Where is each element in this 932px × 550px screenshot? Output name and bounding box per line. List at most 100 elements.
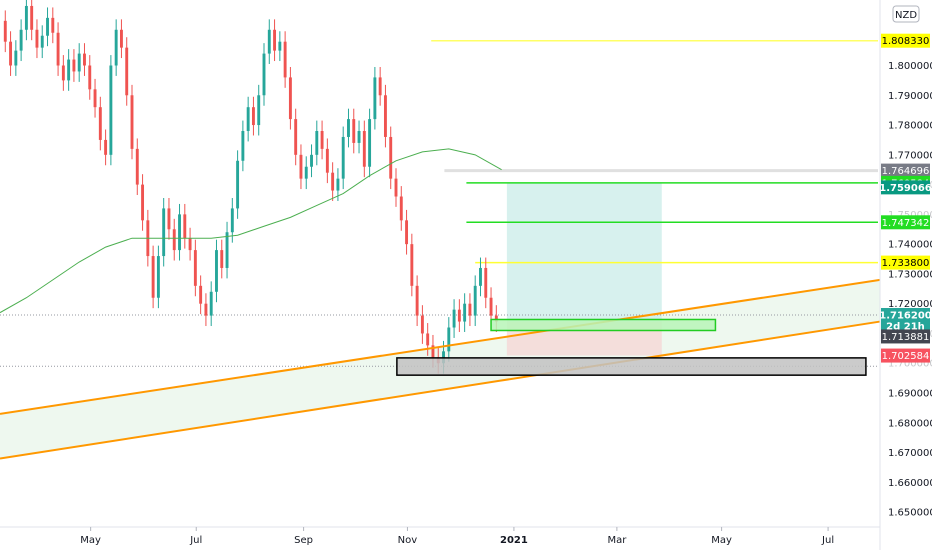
candle-body-10 bbox=[51, 17, 55, 33]
candle-body-8 bbox=[40, 35, 44, 48]
candle-body-4 bbox=[19, 29, 23, 51]
candle-body-41 bbox=[215, 250, 218, 292]
candle-body-77 bbox=[405, 220, 409, 245]
price-tag-1-bg bbox=[881, 308, 930, 323]
price-tag-3-text: 1.713881 bbox=[882, 332, 930, 343]
level-tag-0-bg bbox=[881, 33, 930, 48]
candle-body-33 bbox=[172, 229, 176, 251]
price-tag-1: 1.716200 bbox=[879, 308, 932, 323]
candle-body-44 bbox=[230, 208, 234, 233]
candle-body-51 bbox=[267, 29, 271, 54]
candle-body-48 bbox=[251, 107, 255, 126]
candle-body-87 bbox=[457, 309, 461, 322]
y-tick-label-2: 1.670000 bbox=[888, 448, 932, 459]
candle-body-72 bbox=[378, 77, 382, 96]
candle-body-81 bbox=[426, 333, 430, 346]
candle-body-80 bbox=[420, 315, 424, 334]
candle-body-52 bbox=[273, 29, 277, 51]
currency-label[interactable]: NZD bbox=[892, 5, 920, 23]
candle-body-85 bbox=[447, 327, 451, 352]
level-tag-0: 1.808330 bbox=[881, 33, 930, 48]
y-tick-label-15: 1.800000 bbox=[888, 61, 932, 72]
y-tick-label-8: 1.730000 bbox=[888, 269, 932, 280]
candle-body-61 bbox=[320, 131, 324, 149]
price-tag-2-text: 2d 21h bbox=[886, 322, 925, 333]
candle-body-34 bbox=[178, 214, 181, 251]
candle-body-9 bbox=[46, 17, 49, 36]
candle-body-22 bbox=[114, 29, 118, 66]
y-tick-label-7: 1.720000 bbox=[888, 299, 932, 310]
candle-body-35 bbox=[183, 214, 187, 239]
level-tag-1: 1.764696 bbox=[881, 163, 930, 178]
y-tick-label-14: 1.790000 bbox=[888, 91, 932, 102]
level-tag-4: 1.733800 bbox=[881, 255, 930, 270]
price-tag-3: 1.713881 bbox=[881, 329, 930, 344]
candle-body-43 bbox=[225, 232, 229, 268]
x-tick-label-3: Nov bbox=[398, 535, 418, 546]
candle-body-26 bbox=[135, 148, 139, 185]
candle-body-58 bbox=[304, 166, 308, 179]
candle-body-53 bbox=[278, 41, 282, 51]
candle-body-16 bbox=[83, 53, 86, 66]
candle-body-69 bbox=[362, 131, 366, 167]
candle-body-59 bbox=[310, 154, 313, 167]
candle-body-50 bbox=[262, 53, 266, 96]
candle-body-23 bbox=[119, 29, 123, 48]
candle-body-17 bbox=[88, 65, 92, 90]
candle-body-90 bbox=[473, 285, 477, 316]
candle-body-13 bbox=[67, 59, 71, 81]
candle-body-67 bbox=[352, 119, 356, 143]
price-tags: 1.8083301.7646961.7605841.7473421.733800… bbox=[879, 33, 932, 363]
candle-body-15 bbox=[77, 53, 81, 72]
candle-body-14 bbox=[72, 59, 76, 72]
candle-body-75 bbox=[394, 178, 398, 197]
level-tag-1-bg bbox=[881, 163, 930, 178]
candle-body-79 bbox=[415, 285, 419, 316]
candle-body-92 bbox=[484, 267, 488, 298]
candle-body-2 bbox=[9, 41, 13, 66]
y-tick-label-9: 1.740000 bbox=[888, 240, 932, 251]
candle-body-78 bbox=[410, 244, 414, 286]
candle-body-1 bbox=[3, 20, 7, 42]
candle-body-68 bbox=[357, 131, 361, 143]
candle-body-56 bbox=[294, 119, 298, 155]
y-tick-label-12: 1.770000 bbox=[888, 150, 932, 161]
candle-body-19 bbox=[98, 107, 102, 140]
candle-body-20 bbox=[104, 139, 108, 155]
level-tag-0-text: 1.808330 bbox=[882, 36, 930, 47]
candle-body-74 bbox=[389, 136, 393, 179]
price-tag-0: 1.759066 bbox=[879, 180, 932, 195]
price-tag-3-bg bbox=[881, 329, 930, 344]
candle-body-5 bbox=[24, 5, 28, 30]
plot-area[interactable] bbox=[0, 0, 881, 460]
candle-body-73 bbox=[383, 95, 387, 137]
candle-body-6 bbox=[30, 5, 34, 30]
candle-body-62 bbox=[325, 148, 329, 173]
x-tick-label-6: May bbox=[711, 535, 732, 546]
candle-body-70 bbox=[368, 119, 372, 167]
channel-lower-line bbox=[0, 320, 881, 460]
price-tag-4-text: 1.702584 bbox=[882, 351, 930, 362]
candle-body-18 bbox=[93, 89, 97, 108]
price-tag-4-bg bbox=[881, 348, 930, 363]
candle-body-93 bbox=[489, 297, 493, 316]
candle-body-65 bbox=[341, 136, 345, 179]
level-tag-3-text: 1.747342 bbox=[882, 218, 930, 229]
candle-body-94 bbox=[494, 315, 498, 322]
candle-body-82 bbox=[431, 345, 435, 358]
y-tick-label-13: 1.780000 bbox=[888, 121, 932, 132]
price-tag-1-text: 1.716200 bbox=[879, 311, 932, 322]
candle-body-40 bbox=[209, 291, 213, 316]
candle-body-88 bbox=[463, 303, 467, 322]
candle-body-12 bbox=[61, 65, 65, 81]
candle-body-45 bbox=[236, 160, 240, 209]
candle-body-42 bbox=[220, 250, 224, 268]
position-target-area bbox=[506, 183, 662, 322]
time-axis[interactable]: May Jul Sep Nov 2021 Mar May Jul bbox=[80, 527, 834, 546]
x-tick-label-4: 2021 bbox=[500, 535, 528, 546]
candle-body-71 bbox=[373, 77, 377, 120]
candle-body-57 bbox=[299, 154, 303, 179]
